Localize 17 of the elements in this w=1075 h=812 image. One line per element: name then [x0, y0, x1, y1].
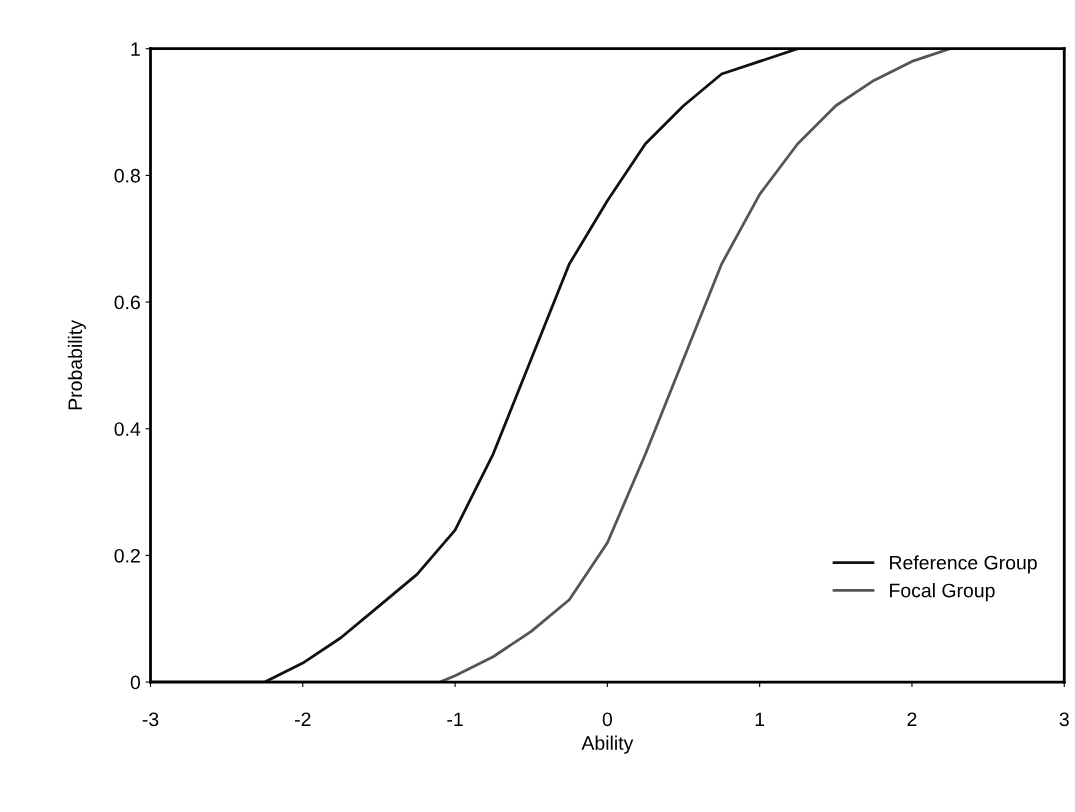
x-tick-label: -3: [142, 712, 159, 727]
legend-label: Reference Group: [890, 555, 1037, 574]
x-tick-label: 0: [602, 712, 613, 727]
x-tick-label: 1: [755, 712, 765, 727]
x-tick-label: -1: [447, 712, 463, 727]
x-tick-label: 2: [907, 712, 917, 727]
y-tick-label: 0.2: [114, 548, 140, 563]
y-tick-label: 0: [130, 675, 141, 690]
x-axis-title: Ability: [581, 735, 634, 754]
y-tick-label: 1: [131, 42, 140, 56]
y-tick-label: 0.4: [114, 422, 141, 436]
legend-label: Focal Group: [890, 583, 995, 602]
y-axis-title: Probability: [67, 320, 86, 410]
x-tick-label: 3: [1059, 712, 1069, 727]
y-tick-label: 0.6: [114, 295, 140, 310]
x-tick-label: -2: [295, 712, 311, 727]
y-tick-label: 0.8: [114, 168, 140, 183]
